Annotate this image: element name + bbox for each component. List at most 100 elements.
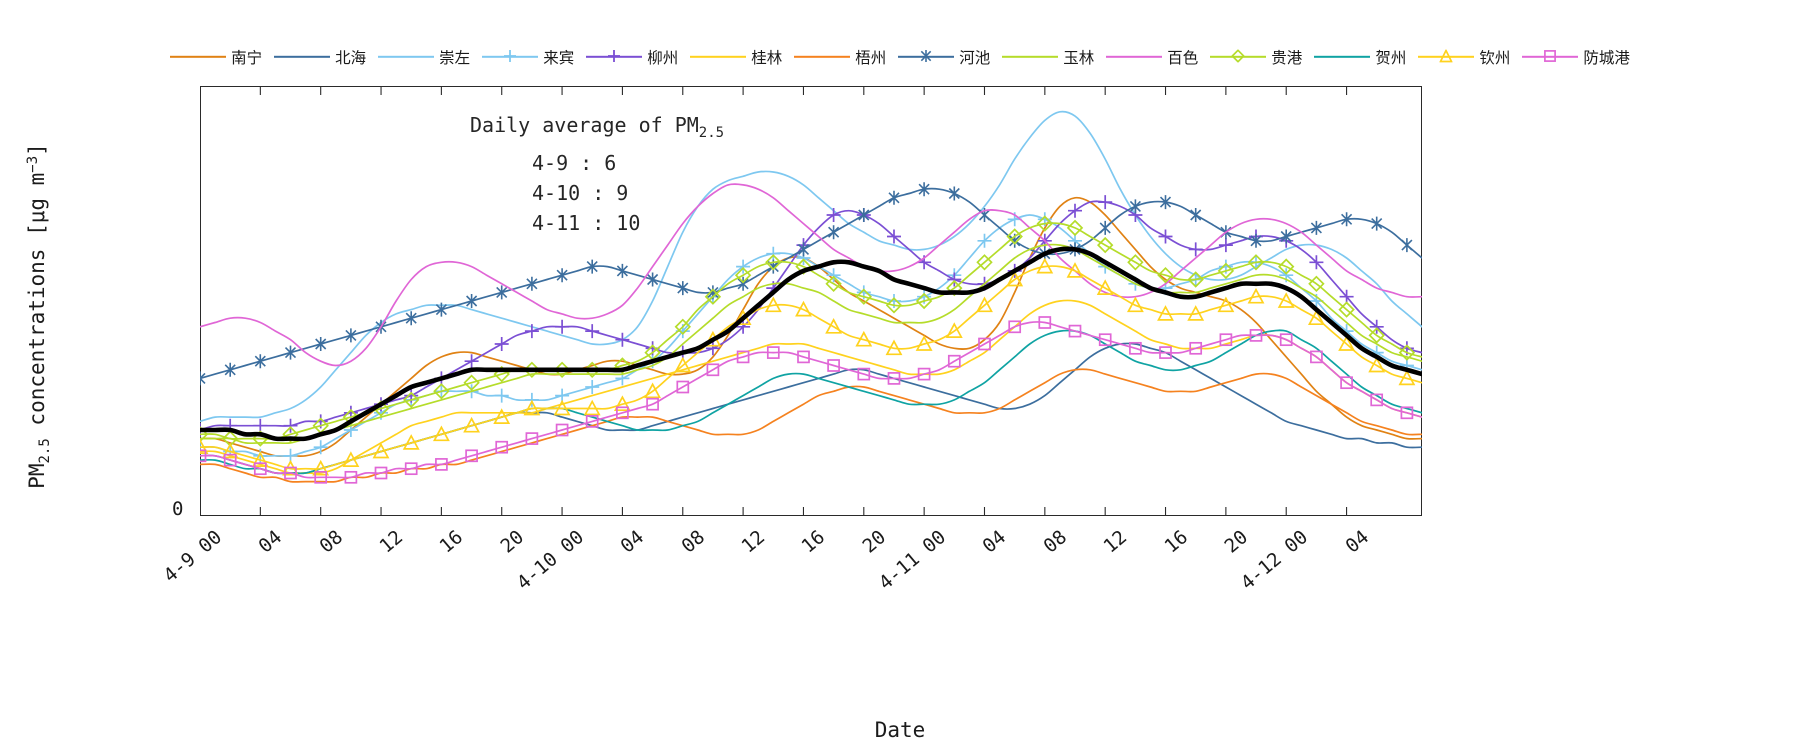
x-tick-label-18: 4-12 00 [1236, 526, 1313, 595]
y-axis-label-tail: ] [25, 143, 49, 156]
legend-line-swatch [690, 55, 747, 59]
series-line-14 [200, 246, 1422, 442]
y-axis-label-exp: −3 [25, 155, 41, 173]
x-tick-label-3: 12 [375, 526, 408, 558]
legend-sample-none-icon [1314, 48, 1371, 66]
legend-item-9[interactable]: 百色 [1106, 46, 1198, 68]
legend-item-0[interactable]: 南宁 [170, 46, 262, 68]
legend-item-11[interactable]: 贺州 [1314, 46, 1406, 68]
legend-sample-none-icon [378, 48, 435, 66]
series-line-4 [200, 200, 1422, 431]
x-tick-label-4: 16 [435, 526, 468, 558]
legend-label: 柳州 [647, 49, 679, 67]
chart-canvas [200, 86, 1422, 516]
annotation-line-3: 4-11 : 10 [532, 211, 641, 235]
legend-sample-plus-icon [586, 48, 643, 67]
annotation-block: Daily average of PM2.5 4-9 : 6 4-10 : 9 … [470, 110, 724, 238]
legend-sample-asterisk-icon [898, 48, 955, 67]
series-line-12 [200, 265, 1422, 470]
annotation-line-1: 4-9 : 6 [532, 151, 617, 175]
y-axis-label: PM2.5 concentrations [μg m−3] [25, 81, 53, 551]
legend-line-swatch [378, 55, 435, 59]
y-axis-label-pm-sub: 2.5 [37, 438, 53, 464]
legend-label: 梧州 [855, 49, 887, 67]
x-tick-label-19: 04 [1341, 526, 1373, 558]
y-axis-label-pm: PM [25, 463, 49, 489]
series-line-10 [200, 222, 1422, 440]
legend-sample-none-icon [794, 48, 851, 66]
x-tick-label-10: 16 [797, 526, 830, 558]
legend-label: 防城港 [1583, 49, 1630, 67]
legend-sample-none-icon [690, 48, 747, 66]
legend-item-4[interactable]: 柳州 [586, 46, 678, 68]
legend-line-swatch [1106, 55, 1163, 59]
chart-legend: 南宁 北海 崇左 来宾 柳州 桂林 梧州 河池 玉林 百色 贵港 贺州 钦州 防城港 [0, 42, 1800, 72]
y-axis-label-mid: concentrations [ [25, 223, 49, 439]
legend-marker-triangle-icon [1439, 48, 1454, 67]
series-line-6 [200, 368, 1422, 483]
legend-label: 崇左 [439, 49, 471, 67]
series-line-8 [200, 243, 1422, 445]
legend-label: 来宾 [543, 49, 575, 67]
legend-label: 贵港 [1271, 49, 1303, 67]
legend-line-swatch [1522, 55, 1579, 59]
x-tick-label-5: 20 [496, 526, 528, 558]
legend-item-12[interactable]: 钦州 [1418, 46, 1510, 68]
legend-label: 百色 [1167, 49, 1199, 67]
x-tick-label-2: 08 [315, 526, 347, 558]
x-tick-label-7: 04 [616, 526, 649, 558]
legend-sample-plus-icon [482, 48, 539, 67]
y-axis-label-unit: μg m [25, 172, 49, 224]
legend-marker-plus-icon [504, 48, 517, 67]
x-tick-label-8: 08 [677, 526, 709, 558]
series-line-9 [200, 183, 1422, 367]
legend-item-6[interactable]: 梧州 [794, 46, 886, 68]
x-tick-label-11: 20 [858, 526, 890, 558]
legend-sample-none-icon [1106, 48, 1163, 66]
legend-sample-none-icon [1002, 48, 1059, 66]
legend-item-7[interactable]: 河池 [898, 46, 990, 68]
series-line-5 [200, 299, 1422, 475]
legend-label: 河池 [959, 49, 991, 67]
legend-marker-plus-icon [608, 48, 621, 67]
legend-label: 桂林 [751, 49, 783, 67]
legend-item-8[interactable]: 玉林 [1002, 46, 1094, 68]
legend-marker-asterisk-icon [920, 48, 933, 67]
x-tick-label-17: 20 [1220, 526, 1253, 558]
legend-label: 北海 [335, 49, 367, 67]
legend-line-swatch [274, 55, 331, 59]
plot-area [200, 86, 1422, 516]
legend-label: 南宁 [231, 49, 263, 67]
legend-item-1[interactable]: 北海 [274, 46, 366, 68]
legend-sample-none-icon [274, 48, 331, 66]
x-tick-label-6: 4-10 00 [512, 526, 589, 595]
legend-line-swatch [1210, 55, 1267, 59]
x-tick-label-0: 4-9 00 [159, 526, 227, 587]
legend-item-13[interactable]: 防城港 [1522, 46, 1630, 68]
series-line-2 [200, 110, 1422, 423]
legend-line-swatch [170, 55, 227, 59]
x-tick-label-1: 04 [254, 526, 287, 558]
legend-sample-none-icon [170, 48, 227, 66]
x-tick-label-14: 08 [1039, 526, 1071, 558]
legend-item-10[interactable]: 贵港 [1210, 46, 1302, 68]
legend-item-5[interactable]: 桂林 [690, 46, 782, 68]
x-tick-label-15: 12 [1099, 526, 1132, 558]
legend-label: 玉林 [1063, 49, 1095, 67]
legend-marker-square-icon [1544, 48, 1557, 67]
legend-sample-diamond-icon [1210, 48, 1267, 67]
legend-line-swatch [794, 55, 851, 59]
legend-marker-diamond-icon [1231, 48, 1246, 67]
x-axis-label: Date [874, 718, 926, 742]
legend-line-swatch [1418, 55, 1475, 59]
x-tick-label-9: 12 [737, 526, 770, 558]
x-tick-label-16: 16 [1159, 526, 1192, 558]
legend-label: 贺州 [1375, 49, 1407, 67]
legend-item-3[interactable]: 来宾 [482, 46, 574, 68]
legend-item-2[interactable]: 崇左 [378, 46, 470, 68]
annotation-title: Daily average of PM2.5 [470, 113, 725, 141]
series-line-13 [200, 321, 1422, 479]
legend-sample-square-icon [1522, 48, 1579, 67]
x-tick-label-12: 4-11 00 [874, 526, 951, 595]
annotation-line-2: 4-10 : 9 [532, 181, 629, 205]
